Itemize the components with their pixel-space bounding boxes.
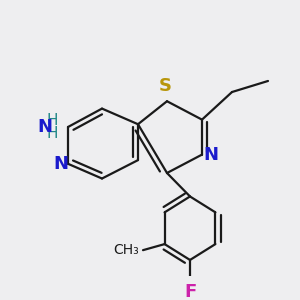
- Text: S: S: [159, 77, 172, 95]
- Text: H: H: [46, 126, 58, 141]
- Text: F: F: [184, 283, 196, 300]
- Text: N: N: [37, 118, 52, 136]
- Text: CH₃: CH₃: [114, 243, 140, 257]
- Text: H: H: [46, 112, 58, 128]
- Text: N: N: [53, 155, 68, 173]
- Text: N: N: [203, 146, 218, 164]
